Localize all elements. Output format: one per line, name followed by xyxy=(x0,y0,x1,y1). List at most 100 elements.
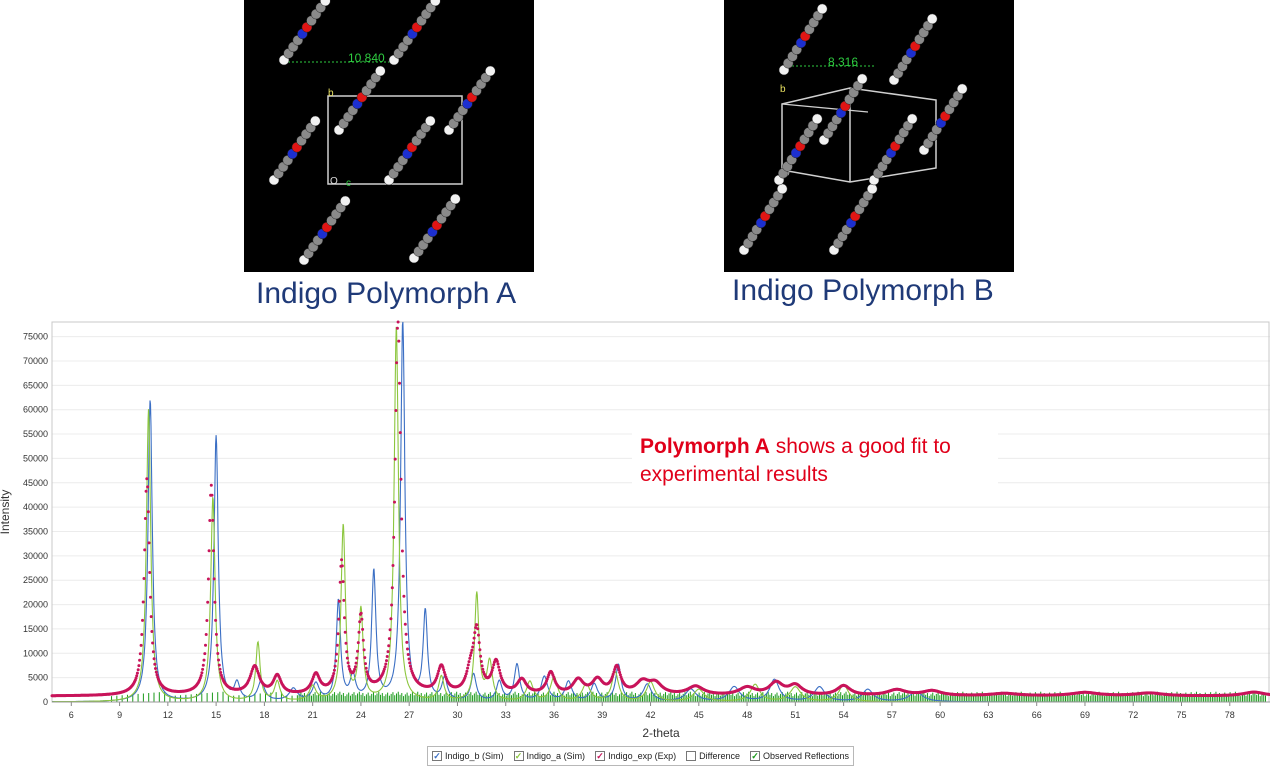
exp-point xyxy=(358,620,361,623)
exp-point xyxy=(145,490,148,493)
exp-point xyxy=(207,578,210,581)
exp-point xyxy=(436,672,439,675)
x-axis-title: 2-theta xyxy=(642,726,680,740)
legend-label: Indigo_exp (Exp) xyxy=(608,751,676,761)
exp-point xyxy=(406,648,409,651)
exp-point xyxy=(338,600,341,603)
exp-point xyxy=(146,485,149,488)
exp-point xyxy=(214,619,217,622)
exp-point xyxy=(155,671,158,674)
exp-point xyxy=(211,494,214,497)
exp-point xyxy=(366,670,369,673)
chart-series xyxy=(51,321,1270,703)
legend-label: Indigo_a (Sim) xyxy=(527,751,586,761)
exp-point xyxy=(480,660,483,663)
atom xyxy=(485,66,495,76)
exp-point xyxy=(337,632,340,635)
x-tick-label: 21 xyxy=(308,710,318,720)
exp-point xyxy=(393,501,396,504)
x-tick-label: 54 xyxy=(839,710,849,720)
exp-point xyxy=(219,668,222,671)
exp-point xyxy=(397,321,400,324)
exp-point xyxy=(402,575,405,578)
legend-item[interactable]: Difference xyxy=(686,751,740,761)
legend-checkbox[interactable]: ✓ xyxy=(514,751,524,761)
exp-point xyxy=(202,664,205,667)
plot-area[interactable] xyxy=(52,322,1269,702)
x-tick-label: 45 xyxy=(694,710,704,720)
atom xyxy=(817,4,827,14)
atom xyxy=(375,66,385,76)
exp-point xyxy=(387,644,390,647)
exp-point xyxy=(360,618,363,621)
exp-point xyxy=(136,672,139,675)
exp-point xyxy=(392,536,395,539)
x-tick-label: 51 xyxy=(790,710,800,720)
legend-item[interactable]: ✓Indigo_exp (Exp) xyxy=(595,751,676,761)
exp-point xyxy=(150,630,153,633)
exp-point xyxy=(404,623,407,626)
legend-item[interactable]: ✓Indigo_a (Sim) xyxy=(514,751,586,761)
exp-point xyxy=(335,653,338,656)
exp-point xyxy=(478,641,481,644)
exp-point xyxy=(472,642,475,645)
exp-point xyxy=(466,667,469,670)
exp-point xyxy=(141,619,144,622)
exp-point xyxy=(385,659,388,662)
exp-point xyxy=(212,549,215,552)
exp-point xyxy=(337,618,340,621)
exp-point xyxy=(150,615,153,618)
exp-point xyxy=(216,652,219,655)
exp-point xyxy=(342,580,345,583)
exp-point xyxy=(361,628,364,631)
xrd-chart[interactable]: 0500010000150002000025000300003500040000… xyxy=(0,318,1270,764)
atom xyxy=(425,116,435,126)
exp-point xyxy=(477,634,480,637)
exp-point xyxy=(216,644,219,647)
y-tick-label: 10000 xyxy=(23,648,48,658)
exp-point xyxy=(201,668,204,671)
legend-checkbox[interactable] xyxy=(686,751,696,761)
atom xyxy=(812,114,822,124)
exp-point xyxy=(353,668,356,671)
exp-point xyxy=(208,549,211,552)
exp-point xyxy=(138,659,141,662)
exp-point xyxy=(497,666,500,669)
exp-point xyxy=(409,665,412,668)
exp-point xyxy=(479,655,482,658)
exp-point xyxy=(356,650,359,653)
legend-checkbox[interactable]: ✓ xyxy=(750,751,760,761)
x-tick-label: 27 xyxy=(404,710,414,720)
exp-point xyxy=(401,550,404,553)
crystal-structure-b-drawing: 8.316 b O xyxy=(724,0,1014,272)
exp-point xyxy=(203,659,206,662)
y-tick-label: 30000 xyxy=(23,551,48,561)
exp-point xyxy=(473,637,476,640)
exp-point xyxy=(397,340,400,343)
exp-point xyxy=(394,458,397,461)
y-tick-label: 25000 xyxy=(23,575,48,585)
exp-point xyxy=(358,631,361,634)
exp-point xyxy=(469,654,472,657)
exp-point xyxy=(153,663,156,666)
atom xyxy=(957,84,967,94)
legend-checkbox[interactable]: ✓ xyxy=(432,751,442,761)
exp-point xyxy=(345,650,348,653)
legend-checkbox[interactable]: ✓ xyxy=(595,751,605,761)
polymorph-a-title: Indigo Polymorph A xyxy=(256,277,516,311)
exp-point xyxy=(357,641,360,644)
exp-point xyxy=(387,650,390,653)
x-tick-label: 9 xyxy=(117,710,122,720)
exp-point xyxy=(399,431,402,434)
exp-point xyxy=(339,581,342,584)
exp-point xyxy=(347,661,350,664)
x-tick-label: 18 xyxy=(259,710,269,720)
exp-point xyxy=(390,604,393,607)
exp-point xyxy=(206,601,209,604)
exp-point xyxy=(400,478,403,481)
legend-item[interactable]: ✓Observed Reflections xyxy=(750,751,849,761)
y-tick-label: 50000 xyxy=(23,453,48,463)
exp-point xyxy=(215,633,218,636)
y-tick-label: 20000 xyxy=(23,600,48,610)
legend-item[interactable]: ✓Indigo_b (Sim) xyxy=(432,751,504,761)
